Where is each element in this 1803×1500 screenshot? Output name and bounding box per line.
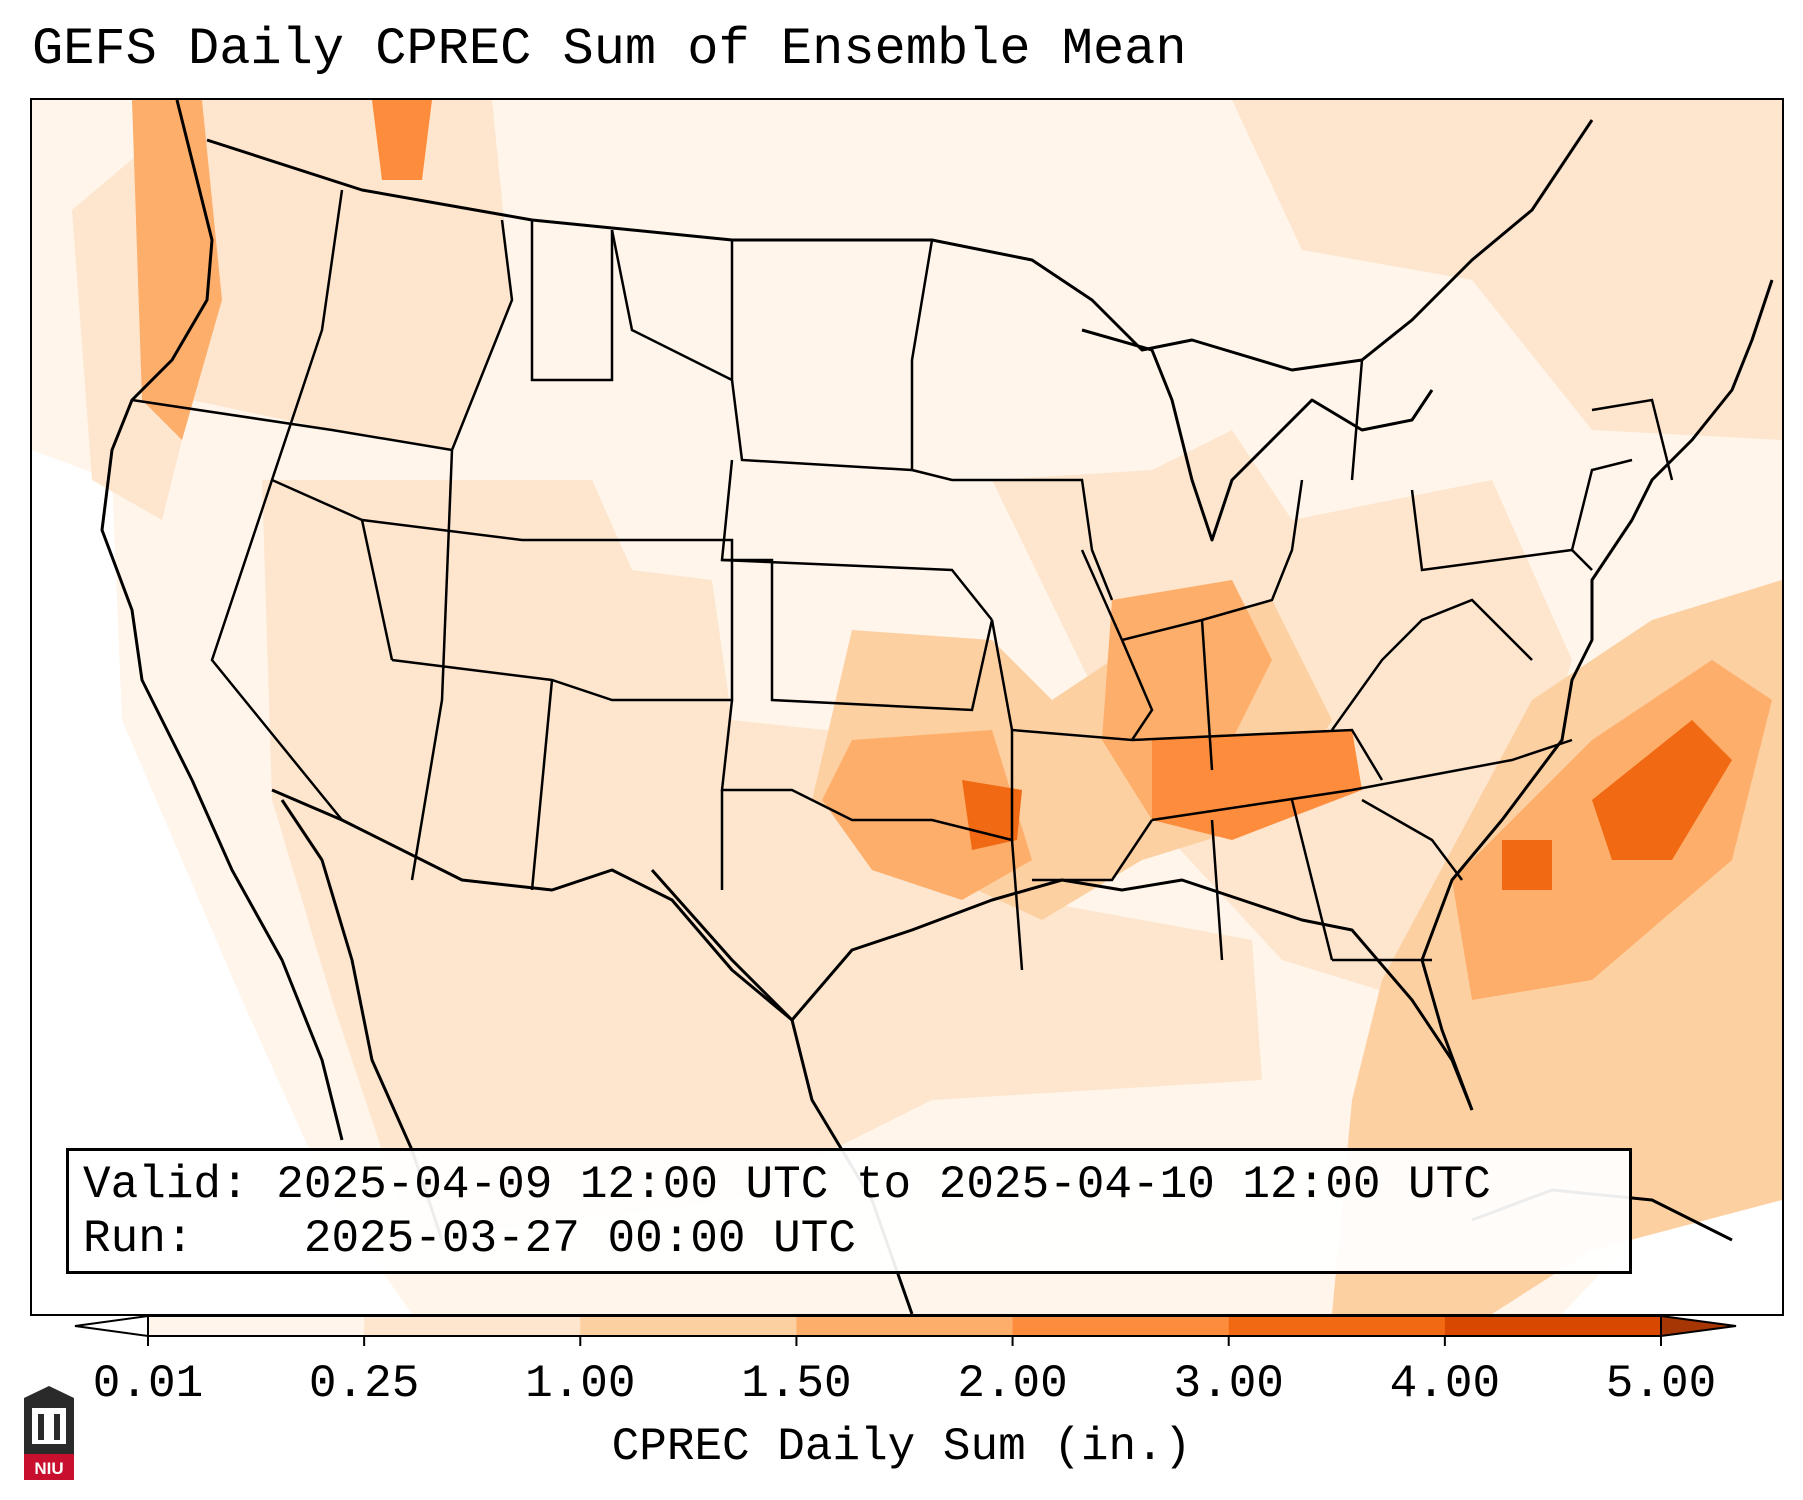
colorbar-tick-label: 0.01	[92, 1358, 204, 1410]
colorbar-tick-label: 4.00	[1389, 1358, 1501, 1410]
colorbar-segment	[1012, 1316, 1230, 1336]
state-border	[1330, 598, 1533, 731]
pacific-coastline	[100, 100, 344, 1141]
colorbar-under-arrow	[74, 1314, 149, 1338]
colorbar-segment	[364, 1316, 581, 1336]
valid-run-info-box: Valid: 2025-04-09 12:00 UTC to 2025-04-1…	[66, 1148, 1632, 1274]
run-label: Run:	[83, 1213, 194, 1265]
colorbar-segment	[1444, 1316, 1662, 1336]
precip-idaho-max	[372, 100, 432, 180]
state-border	[990, 549, 1154, 742]
map-outer-edge	[1562, 1200, 1782, 1314]
colorbar-tick-label: 2.00	[957, 1358, 1068, 1410]
precip-northeast	[1232, 100, 1782, 440]
precip-band-light	[262, 480, 1262, 1240]
valid-value: 2025-04-09 12:00 UTC to 2025-04-10 12:00…	[276, 1159, 1491, 1211]
run-value: 2025-03-27 00:00 UTC	[303, 1213, 856, 1265]
state-border	[530, 679, 554, 891]
niu-logo: NIU	[24, 1386, 74, 1480]
precip-ohio-valley	[1102, 580, 1272, 820]
state-border	[720, 459, 993, 621]
us-canada-border	[206, 119, 1594, 372]
state-border	[131, 398, 453, 452]
atlantic-coastline	[1420, 279, 1774, 1111]
map-panel	[30, 98, 1784, 1316]
state-border	[1131, 619, 1384, 781]
logo-band	[24, 1454, 74, 1480]
colorbar-segment	[796, 1316, 1014, 1336]
precip-map	[32, 100, 1782, 1314]
run-time-line: Run: 2025-03-27 00:00 UTC	[83, 1213, 856, 1265]
colorbar-tick-label: 0.25	[308, 1358, 420, 1410]
precip-oklahoma	[822, 730, 1032, 900]
state-border	[1350, 359, 1364, 481]
colorbar	[74, 1314, 1737, 1346]
state-border	[530, 220, 614, 382]
state-border	[911, 468, 1114, 601]
valid-time-line: Valid: 2025-04-09 12:00 UTC to 2025-04-1…	[83, 1159, 1491, 1211]
colorbar-segment	[148, 1316, 365, 1336]
state-border	[210, 479, 343, 821]
logo-window	[54, 1414, 60, 1440]
gulf-coastline	[650, 869, 1474, 1111]
state-borders	[131, 189, 1674, 971]
logo-text: NIU	[34, 1459, 63, 1478]
great-lakes-shore	[1081, 328, 1434, 542]
colorbar-tick-label: 3.00	[1173, 1358, 1284, 1410]
state-border	[410, 219, 514, 881]
state-border	[360, 518, 632, 661]
map-title: GEFS Daily CPREC Sum of Ensemble Mean	[32, 20, 1187, 79]
colorbar-outline	[147, 1315, 1662, 1337]
state-border	[270, 189, 363, 522]
state-border	[1210, 799, 1432, 962]
state-border	[1410, 489, 1593, 572]
logo-window	[38, 1414, 44, 1440]
state-border	[391, 538, 734, 702]
colorbar-tick-label: 1.00	[525, 1358, 636, 1410]
precip-sea-max	[1502, 840, 1552, 890]
colorbar-tick-label: 1.50	[741, 1358, 852, 1410]
state-border	[1121, 479, 1304, 642]
state-border	[1010, 819, 1154, 971]
colorbar-title: CPREC Daily Sum (in.)	[611, 1421, 1192, 1473]
state-border	[610, 229, 734, 383]
state-border	[1151, 738, 1573, 822]
logo-tower	[32, 1408, 66, 1444]
dry-region-pacific	[32, 450, 412, 1314]
colorbar-segment	[1228, 1316, 1446, 1336]
colorbar-tick-label: 5.00	[1605, 1358, 1717, 1410]
state-border	[1570, 398, 1674, 551]
valid-label: Valid:	[83, 1159, 249, 1211]
colorbar-segment	[580, 1316, 797, 1336]
us-mexico-border	[271, 788, 793, 1022]
state-border	[722, 558, 994, 712]
precip-atlantic-max	[1592, 720, 1732, 860]
colorbar-over-arrow	[1660, 1314, 1737, 1338]
state-border	[1361, 798, 1463, 881]
